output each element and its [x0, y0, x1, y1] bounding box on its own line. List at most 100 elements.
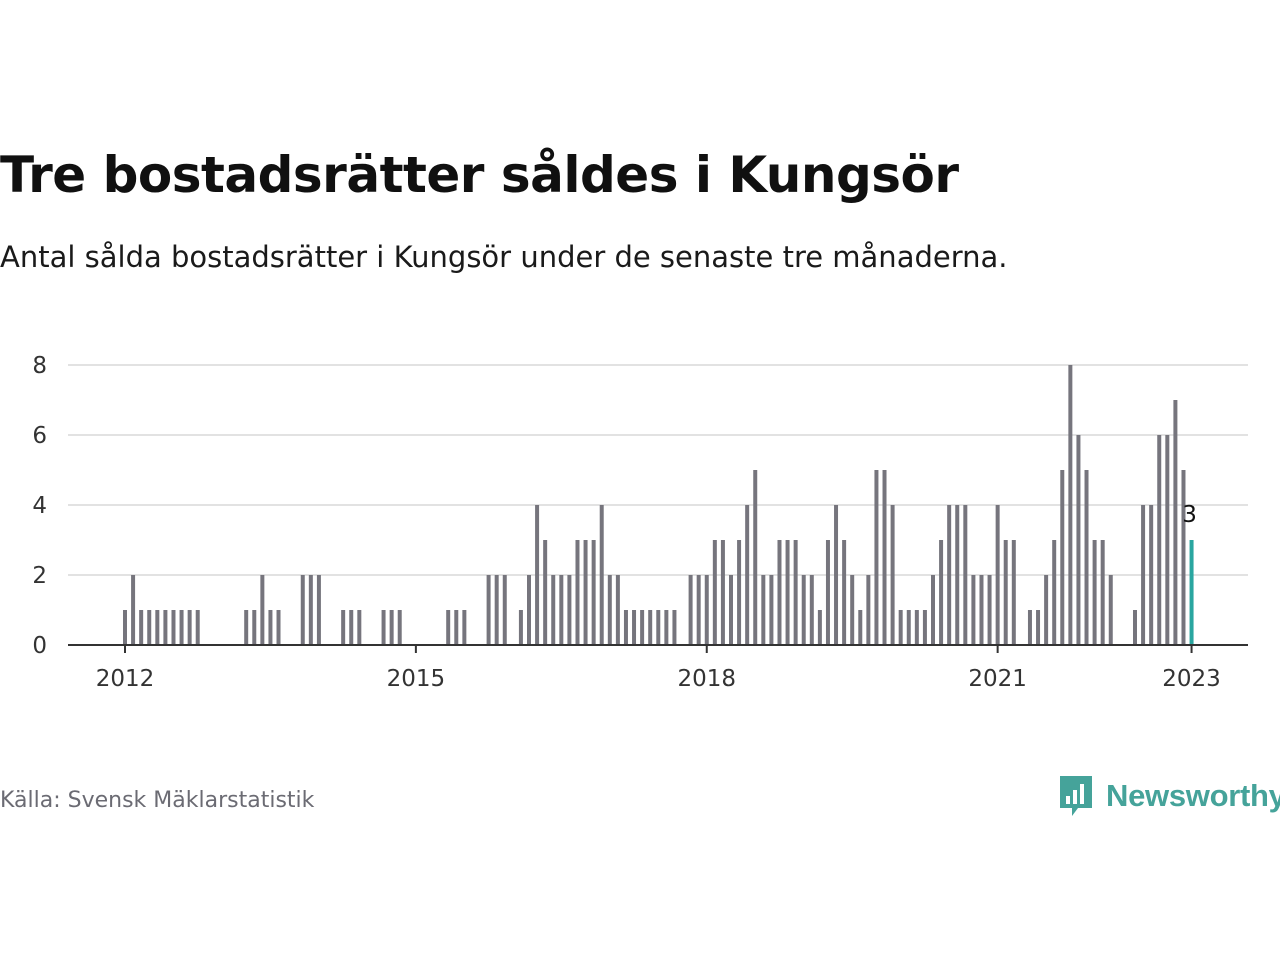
bar: [874, 470, 879, 645]
bar: [922, 610, 927, 645]
bar: [559, 575, 564, 645]
bar: [195, 610, 200, 645]
newsworthy-logo: Newsworthy: [1058, 774, 1280, 818]
bar: [1108, 575, 1113, 645]
x-tick-label: 2012: [96, 666, 155, 692]
bar: [955, 505, 960, 645]
bar: [389, 610, 394, 645]
y-tick-label: 2: [32, 563, 47, 589]
bar: [607, 575, 612, 645]
bar: [882, 470, 887, 645]
bar: [1003, 540, 1008, 645]
bar: [1084, 470, 1089, 645]
bar: [543, 540, 548, 645]
bar: [623, 610, 628, 645]
bar: [1011, 540, 1016, 645]
bar: [672, 610, 677, 645]
bar: [769, 575, 774, 645]
bar: [155, 610, 160, 645]
bar: [123, 610, 127, 645]
bar: [163, 610, 168, 645]
bar-chart: 0 2 4 6 8 2012 2015 2018 2021 2023 3: [32, 353, 1248, 692]
bar: [1092, 540, 1097, 645]
bar: [640, 610, 645, 645]
bar: [260, 575, 265, 645]
bar: [244, 610, 249, 645]
bar: [632, 610, 637, 645]
bar: [1133, 610, 1137, 645]
bar: [527, 575, 531, 645]
bar: [809, 575, 814, 645]
bar: [1068, 365, 1073, 645]
gridlines: [68, 364, 1248, 576]
bar: [931, 575, 935, 645]
bar: [898, 610, 903, 645]
bar: [276, 610, 281, 645]
bar: [341, 610, 346, 645]
bar: [720, 540, 725, 645]
y-tick-label: 6: [32, 423, 47, 449]
brand-name: Newsworthy: [1106, 778, 1280, 813]
x-axis: 2012 2015 2018 2021 2023: [68, 644, 1248, 692]
bar: [947, 505, 952, 645]
bar: [817, 610, 822, 645]
bar: [462, 610, 467, 645]
bar: [1060, 470, 1065, 645]
bar: [704, 575, 709, 645]
bar: [615, 575, 620, 645]
bar: [131, 575, 136, 645]
bar: [1165, 435, 1170, 645]
x-tick-label: 2018: [677, 666, 736, 692]
bar: [1036, 610, 1041, 645]
bar: [567, 575, 572, 645]
bar: [648, 610, 653, 645]
bar: [583, 540, 588, 645]
bar: [842, 540, 847, 645]
bar: [979, 575, 984, 645]
bar: [171, 610, 176, 645]
annotations: 3: [1182, 502, 1197, 528]
bar: [987, 575, 992, 645]
bar: [688, 575, 693, 645]
bar: [1076, 435, 1081, 645]
bar: [1181, 470, 1186, 645]
bar: [349, 610, 354, 645]
bar: [825, 540, 830, 645]
bar: [1149, 505, 1154, 645]
bar: [179, 610, 184, 645]
bar: [535, 505, 540, 645]
bar: [737, 540, 742, 645]
bar: [995, 505, 1000, 645]
x-tick-label: 2021: [968, 666, 1027, 692]
bar: [939, 540, 944, 645]
bar: [454, 610, 459, 645]
bar: [656, 610, 661, 645]
bar: [518, 610, 523, 645]
source-note: Källa: Svensk Mäklarstatistik: [0, 788, 315, 813]
bar: [1141, 505, 1146, 645]
bar: [858, 610, 863, 645]
bar: [308, 575, 313, 645]
bar: [971, 575, 976, 645]
bar: [599, 505, 604, 645]
bar: [1044, 575, 1049, 645]
bar: [397, 610, 402, 645]
x-tick-label: 2023: [1162, 666, 1221, 692]
bar: [777, 540, 782, 645]
bar: [745, 505, 750, 645]
newsworthy-logo-icon: [1060, 776, 1092, 816]
bar: [793, 540, 798, 645]
bar: [502, 575, 507, 645]
bar: [147, 610, 152, 645]
bar: [801, 575, 806, 645]
bars: [123, 365, 1194, 645]
bar: [906, 610, 911, 645]
chart-subtitle: Antal sålda bostadsrätter i Kungsör unde…: [0, 240, 1008, 274]
bar: [850, 575, 855, 645]
bar: [268, 610, 273, 645]
bar: [1100, 540, 1105, 645]
bar: [785, 540, 790, 645]
bar: [1173, 400, 1178, 645]
bar: [381, 610, 386, 645]
bar: [575, 540, 580, 645]
